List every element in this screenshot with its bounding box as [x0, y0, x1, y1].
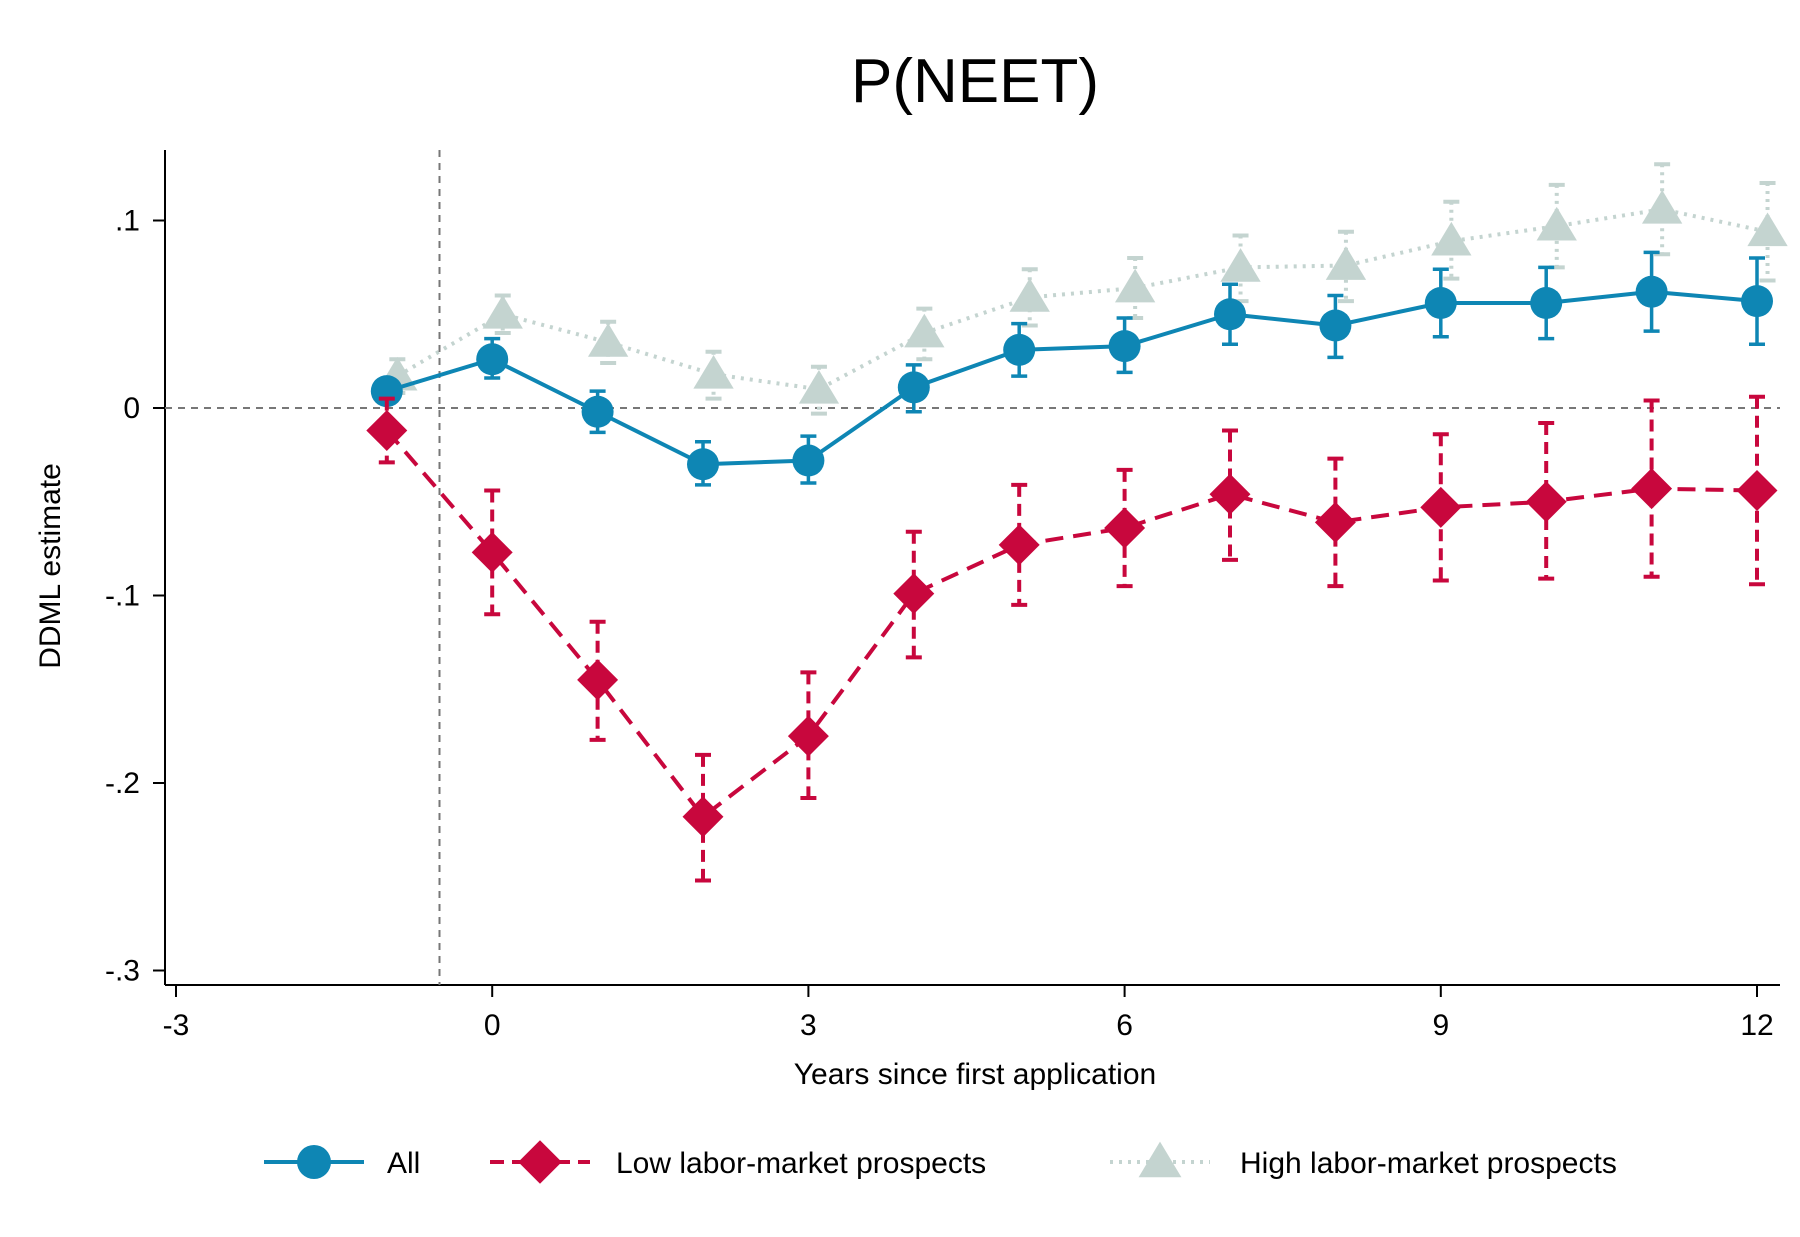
- low-prospects-data-point: [1631, 468, 1673, 510]
- high-prospects-data-point: [1641, 190, 1683, 224]
- low-prospects-data-point: [787, 715, 829, 757]
- all-data-point: [1108, 330, 1141, 363]
- all-data-point: [897, 371, 930, 404]
- x-tick-label: 9: [1432, 1009, 1449, 1042]
- x-tick-label: 3: [800, 1009, 817, 1042]
- y-tick-label: .1: [115, 205, 140, 238]
- high-prospects-data-point: [1114, 268, 1156, 303]
- all-data-point: [1003, 333, 1036, 366]
- low-prospects-data-point: [366, 410, 408, 451]
- legend-high-prospects-marker: [1138, 1141, 1182, 1178]
- high-prospects-data-point: [1536, 206, 1577, 241]
- legend-low-prospects-label: Low labor-market prospects: [616, 1147, 986, 1180]
- all-data-point: [1319, 309, 1352, 342]
- low-prospects-data-point: [577, 659, 619, 701]
- all-data-point: [1424, 287, 1457, 319]
- high-prospects-data-point: [1009, 278, 1050, 312]
- low-prospects-data-point: [1420, 486, 1462, 528]
- y-tick-label: 0: [123, 392, 140, 425]
- high-prospects-data-point: [1431, 221, 1472, 256]
- x-tick-label: 6: [1116, 1009, 1133, 1042]
- low-prospects-data-point: [1525, 481, 1567, 523]
- legend-all-label: All: [387, 1147, 420, 1180]
- y-tick-label: -.2: [105, 767, 140, 800]
- high-prospects-data-point: [1325, 246, 1367, 280]
- all-data-point: [1741, 285, 1773, 318]
- all-data-point: [687, 448, 719, 481]
- y-tick-label: -.3: [105, 955, 140, 988]
- low-prospects-data-point: [1104, 507, 1146, 549]
- y-axis-label: DDML estimate: [34, 463, 67, 669]
- high-prospects-data-point: [798, 370, 840, 404]
- high-prospects-data-point: [904, 313, 945, 348]
- low-prospects-data-point: [1314, 501, 1356, 543]
- all-data-point: [1635, 275, 1668, 308]
- all-data-point: [476, 343, 509, 376]
- x-axis-label: Years since first application: [794, 1058, 1156, 1091]
- x-tick-label: 12: [1740, 1009, 1773, 1042]
- high-prospects-series-line: [396, 207, 1768, 392]
- legend: All Low labor-market prospects High labor-…: [264, 1140, 1617, 1184]
- all-data-point: [1530, 287, 1563, 319]
- legend-low-prospects-marker: [518, 1140, 562, 1184]
- low-prospects-data-point: [1209, 473, 1251, 515]
- legend-all-marker: [297, 1145, 331, 1179]
- low-prospects-data-point: [998, 524, 1040, 566]
- all-data-point: [581, 395, 614, 428]
- high-prospects-data-point: [1747, 212, 1788, 247]
- y-tick-label: -.1: [105, 580, 140, 613]
- high-prospects-data-point: [482, 295, 523, 329]
- all-data-point: [792, 444, 825, 477]
- low-prospects-data-point: [471, 531, 513, 573]
- low-prospects-data-point: [682, 796, 724, 838]
- all-data-point: [1214, 298, 1246, 331]
- plot-area: -.3 -.2 -.1 0 .1 -3 0 3 6 9 12: [105, 150, 1788, 1042]
- x-tick-label: 0: [484, 1009, 501, 1042]
- x-tick-label: -3: [163, 1009, 190, 1042]
- all-series-line: [386, 289, 1758, 467]
- low-prospects-data-point: [1736, 470, 1778, 511]
- chart-title: P(NEET): [851, 47, 1099, 116]
- high-prospects-data-point: [1220, 248, 1261, 282]
- high-prospects-data-point: [587, 323, 629, 357]
- high-prospects-data-point: [693, 355, 734, 389]
- low-prospects-data-point: [893, 573, 935, 615]
- legend-high-prospects-label: High labor-market prospects: [1240, 1147, 1617, 1180]
